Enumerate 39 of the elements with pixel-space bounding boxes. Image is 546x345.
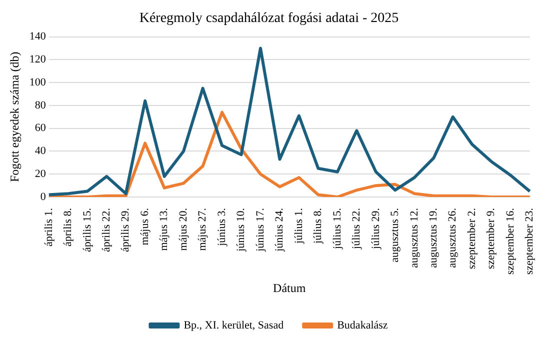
x-tick-label: szeptember 9. — [485, 208, 498, 270]
x-tick-label: augusztus 26. — [446, 208, 459, 268]
y-tick-label: 0 — [40, 190, 46, 203]
x-tick-label: április 8. — [62, 208, 74, 247]
legend-label: Budakalász — [337, 319, 388, 332]
chart-title: Kéregmoly csapdahálózat fogási adatai - 2025 — [139, 11, 399, 26]
x-tick-label: június 3. — [216, 208, 228, 247]
x-tick-label: május 20. — [177, 208, 190, 251]
x-tick-label: szeptember 16. — [504, 208, 516, 275]
x-tick-label: április 1. — [42, 208, 55, 247]
x-axis-title: Dátum — [273, 280, 306, 295]
x-tick-label: július 8. — [312, 208, 324, 244]
x-tick-label: május 27. — [196, 208, 209, 251]
x-tick-label: április 29. — [120, 208, 132, 252]
x-tick-label: május 13. — [158, 208, 170, 251]
y-tick-label: 100 — [29, 76, 46, 88]
x-tick-label: június 24. — [274, 208, 286, 252]
x-tick-label: augusztus 19. — [428, 208, 440, 268]
x-tick-label: június 10. — [235, 208, 248, 252]
y-tick-label: 120 — [29, 54, 46, 66]
x-tick-label: május 6. — [138, 208, 151, 246]
x-tick-label: július 15. — [331, 208, 344, 250]
y-tick-label: 80 — [34, 99, 46, 112]
x-tick-label: szeptember 23. — [524, 208, 536, 275]
legend-label: Bp., XI. kerület, Sasad — [184, 319, 284, 332]
x-tick-label: augusztus 5. — [389, 208, 402, 262]
y-tick-label: 140 — [29, 30, 46, 43]
x-tick-label: április 15. — [81, 208, 94, 252]
y-tick-label: 20 — [34, 168, 46, 180]
x-tick-label: július 22. — [350, 208, 363, 250]
x-tick-label: július 29. — [370, 208, 382, 250]
y-tick-label: 40 — [34, 145, 46, 158]
x-tick-label: április 22. — [100, 208, 112, 252]
x-tick-label: június 17. — [254, 208, 266, 252]
x-tick-label: augusztus 12. — [408, 208, 420, 268]
x-tick-label: szeptember 2. — [466, 208, 478, 270]
y-axis-title: Fogott egyedek száma (db) — [7, 52, 22, 182]
x-tick-label: július 1. — [292, 208, 305, 244]
y-tick-label: 60 — [34, 122, 46, 134]
